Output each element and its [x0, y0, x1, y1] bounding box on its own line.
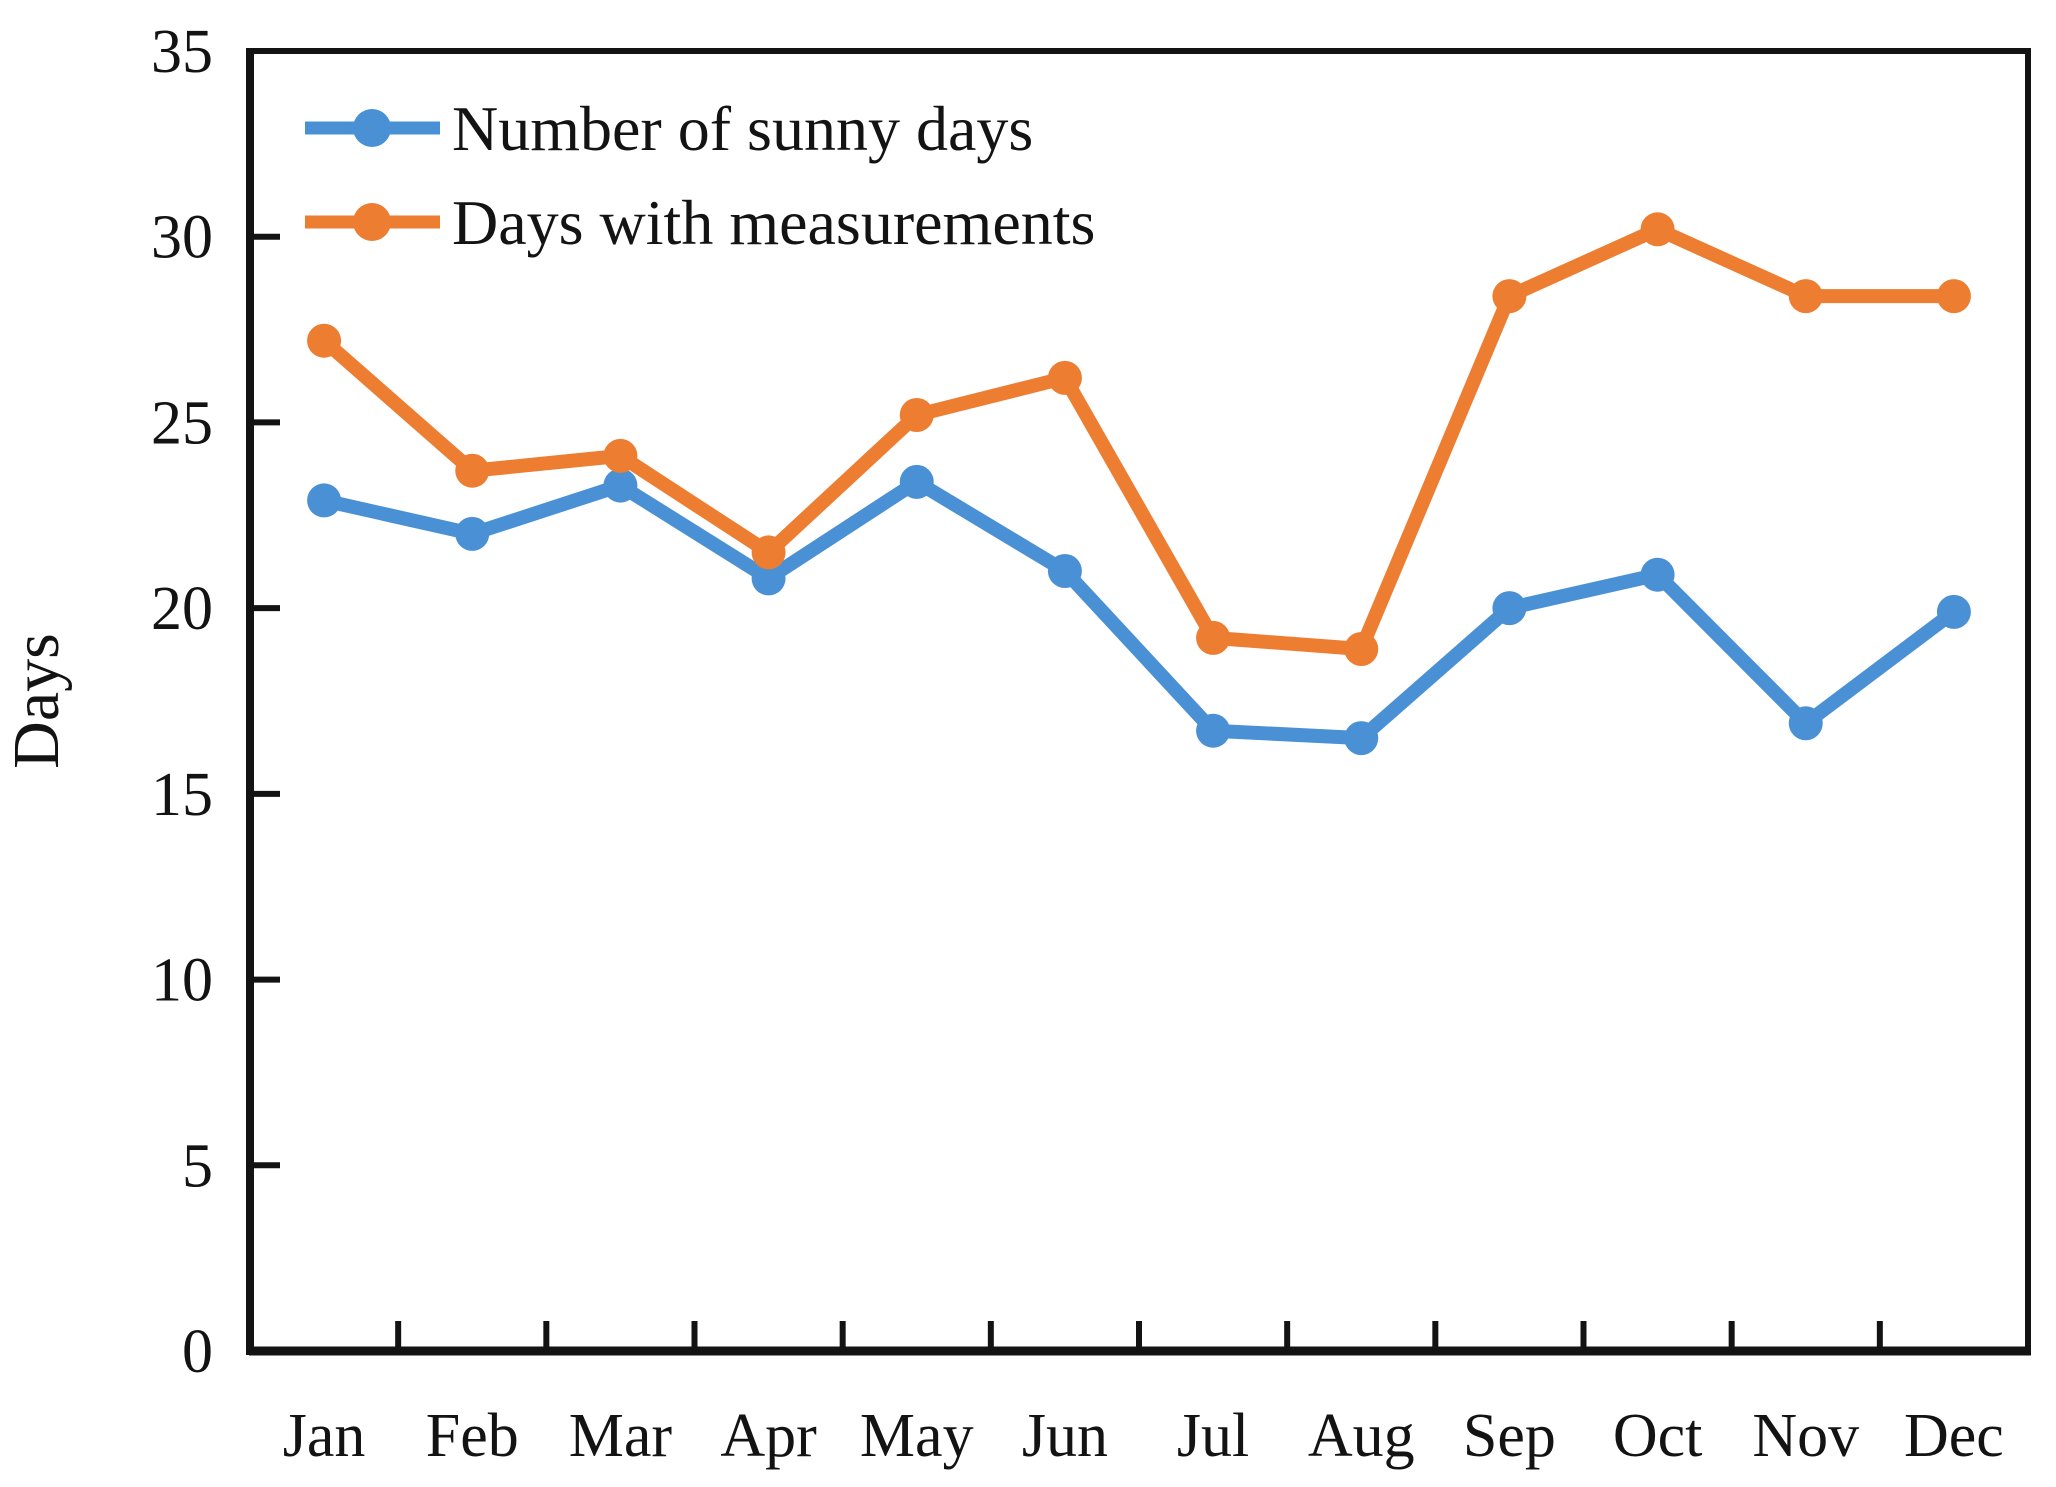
x-axis-tick-label: Apr	[720, 1402, 817, 1470]
data-point-marker	[1492, 591, 1527, 626]
axis-ticks	[250, 233, 1883, 1351]
x-axis-tick-label: Mar	[569, 1402, 673, 1470]
y-axis-tick-label: 0	[182, 1318, 213, 1386]
x-axis-tick-label: Jan	[283, 1402, 366, 1470]
y-axis-tick-label: 5	[182, 1132, 213, 1200]
data-point-marker	[1047, 360, 1082, 395]
data-point-marker	[1047, 554, 1082, 588]
legend-item: Days with measurements	[305, 187, 1095, 258]
legend-label: Number of sunny days	[452, 93, 1033, 164]
data-point-marker	[1640, 212, 1675, 247]
data-point-marker	[307, 483, 342, 518]
x-axis-tick-label: Jun	[1022, 1402, 1108, 1470]
y-axis-tick-label: 20	[151, 575, 213, 643]
series-line-days-with-measurements	[317, 222, 1961, 656]
data-point-marker	[1492, 279, 1527, 314]
data-point-marker	[1788, 706, 1823, 741]
data-point-marker	[603, 468, 638, 503]
data-point-marker	[1196, 713, 1231, 748]
x-axis-tick-label: Sep	[1463, 1402, 1556, 1470]
data-point-marker	[1196, 620, 1231, 655]
x-axis-tick-label: Oct	[1613, 1402, 1703, 1470]
legend-label: Days with measurements	[452, 187, 1095, 258]
data-point-marker	[455, 516, 490, 551]
y-axis-tick-label: 15	[151, 761, 213, 829]
y-axis-tick-label: 25	[151, 389, 213, 457]
data-point-marker	[1640, 557, 1675, 592]
x-axis-tick-label: Aug	[1308, 1402, 1415, 1470]
y-axis-tick-label: 10	[151, 947, 213, 1015]
x-axis-tick-label: Jul	[1177, 1402, 1249, 1470]
data-point-marker	[1344, 721, 1379, 756]
data-point-marker	[455, 453, 490, 488]
legend-swatch-marker	[353, 203, 391, 241]
x-axis-tick-label: May	[860, 1402, 974, 1470]
x-axis-tick-label: Feb	[426, 1402, 519, 1470]
data-point-marker	[603, 438, 638, 473]
legend-swatch-marker	[353, 109, 391, 147]
data-point-marker	[899, 398, 934, 432]
legend-item: Number of sunny days	[305, 93, 1033, 164]
data-series	[307, 212, 1971, 756]
data-point-marker	[899, 464, 934, 499]
axis-labels: 0 5 10 15 20 25 30 35 Jan Feb Mar Apr May Jun Jul Aug Se…	[0, 18, 2004, 1470]
x-axis-tick-label: Dec	[1904, 1402, 2004, 1470]
y-axis-tick-label: 35	[151, 18, 213, 86]
data-point-marker	[1936, 279, 1971, 314]
data-point-marker	[1936, 594, 1971, 629]
legend: Number of sunny days Days with measuremen…	[305, 93, 1095, 258]
y-axis-title: Days	[0, 633, 73, 769]
series-line-number-of-sunny-days	[317, 474, 1961, 746]
x-axis-tick-label: Nov	[1752, 1402, 1859, 1470]
y-axis-tick-label: 30	[151, 204, 213, 272]
data-point-marker	[751, 535, 786, 570]
data-point-marker	[307, 323, 342, 358]
data-point-marker	[751, 561, 786, 596]
data-point-marker	[1344, 632, 1379, 666]
data-point-marker	[1788, 279, 1823, 314]
